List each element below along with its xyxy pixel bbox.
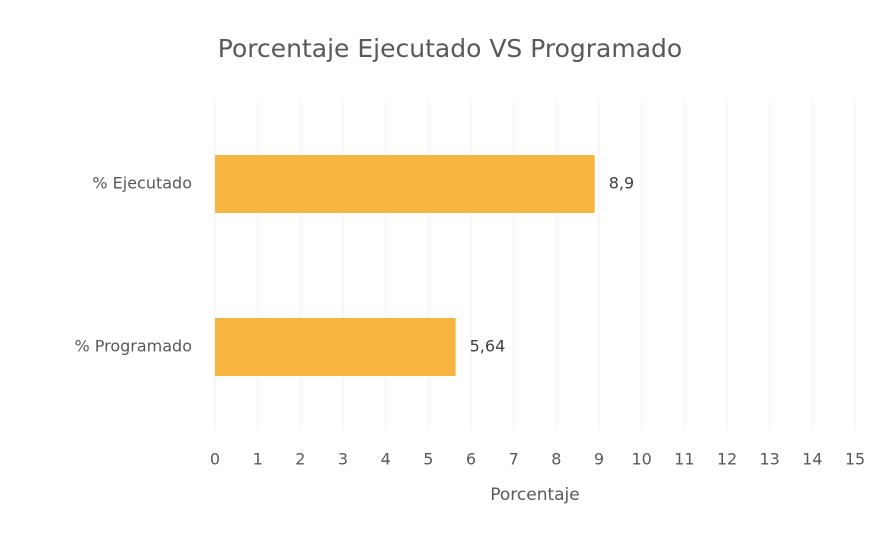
- bar: [215, 155, 595, 213]
- x-tick-label: 15: [845, 450, 865, 469]
- x-tick-label: 14: [802, 450, 822, 469]
- x-tick-label: 2: [295, 450, 305, 469]
- y-tick-label: % Programado: [74, 337, 192, 356]
- chart-title: Porcentaje Ejecutado VS Programado: [218, 34, 682, 63]
- data-label: 8,9: [609, 174, 634, 193]
- x-tick-label: 9: [594, 450, 604, 469]
- y-tick-label: % Ejecutado: [92, 174, 192, 193]
- data-label: 5,64: [470, 337, 506, 356]
- x-tick-label: 7: [509, 450, 519, 469]
- x-tick-label: 10: [631, 450, 651, 469]
- x-axis-title: Porcentaje: [490, 485, 580, 505]
- x-tick-label: 0: [210, 450, 220, 469]
- x-tick-label: 3: [338, 450, 348, 469]
- x-tick-label: 11: [674, 450, 694, 469]
- x-tick-label: 5: [423, 450, 433, 469]
- x-tick-label: 1: [253, 450, 263, 469]
- x-tick-label: 8: [551, 450, 561, 469]
- bar: [215, 318, 456, 376]
- x-tick-label: 4: [381, 450, 391, 469]
- x-tick-label: 12: [717, 450, 737, 469]
- x-tick-label: 6: [466, 450, 476, 469]
- x-tick-label: 13: [759, 450, 779, 469]
